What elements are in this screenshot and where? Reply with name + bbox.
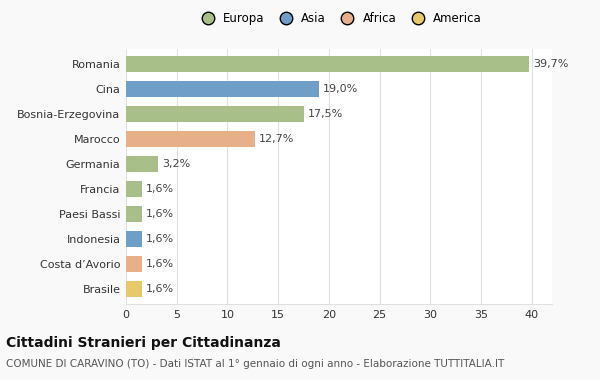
Legend: Europa, Asia, Africa, America: Europa, Asia, Africa, America — [194, 10, 484, 27]
Bar — [126, 131, 255, 147]
Text: 17,5%: 17,5% — [308, 109, 343, 119]
Bar — [126, 281, 142, 297]
Text: 19,0%: 19,0% — [323, 84, 358, 94]
Bar — [126, 231, 142, 247]
Text: 1,6%: 1,6% — [146, 259, 175, 269]
Text: 39,7%: 39,7% — [533, 59, 568, 70]
Text: 1,6%: 1,6% — [146, 184, 175, 194]
Text: 1,6%: 1,6% — [146, 284, 175, 294]
Bar — [126, 56, 529, 73]
Text: 12,7%: 12,7% — [259, 134, 294, 144]
Text: 1,6%: 1,6% — [146, 209, 175, 219]
Bar — [126, 256, 142, 272]
Bar — [126, 81, 319, 97]
Text: 1,6%: 1,6% — [146, 234, 175, 244]
Text: COMUNE DI CARAVINO (TO) - Dati ISTAT al 1° gennaio di ogni anno - Elaborazione T: COMUNE DI CARAVINO (TO) - Dati ISTAT al … — [6, 359, 504, 369]
Text: Cittadini Stranieri per Cittadinanza: Cittadini Stranieri per Cittadinanza — [6, 336, 281, 350]
Bar — [126, 106, 304, 122]
Text: 3,2%: 3,2% — [163, 159, 191, 169]
Bar — [126, 156, 158, 173]
Bar — [126, 181, 142, 197]
Bar — [126, 206, 142, 222]
